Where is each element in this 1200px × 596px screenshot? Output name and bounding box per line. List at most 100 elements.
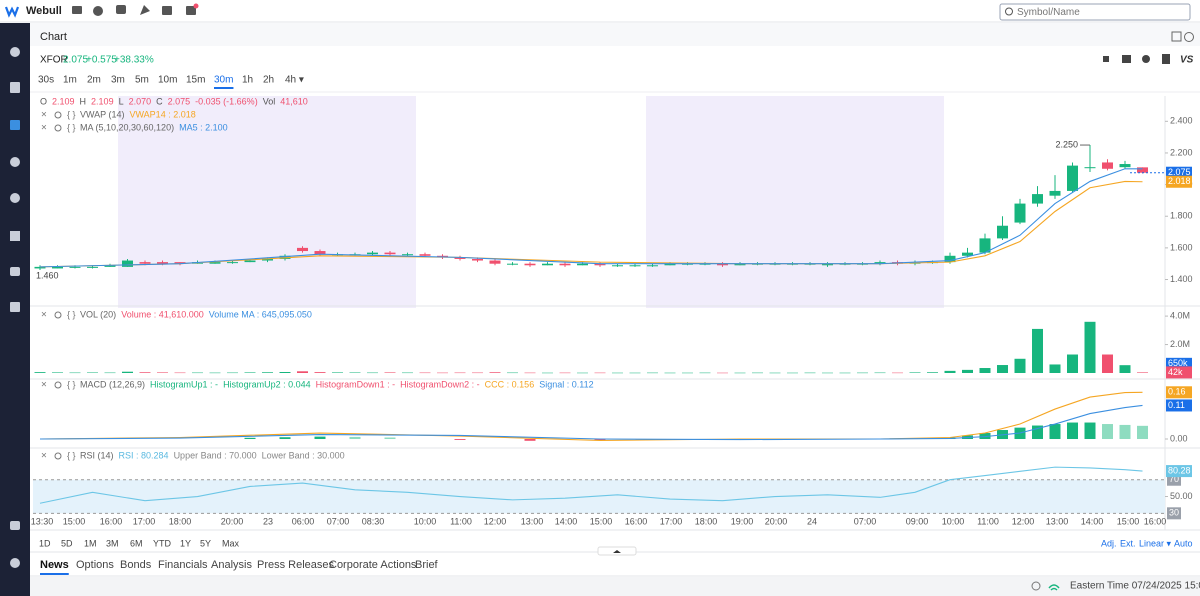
candle-body	[542, 263, 553, 266]
histogram-bar	[1084, 422, 1096, 440]
search-icon	[1005, 7, 1013, 16]
legend-text: MA5 : 2.100	[179, 122, 228, 132]
range-btn[interactable]: 1Y	[180, 538, 191, 548]
mail-icon[interactable]	[72, 6, 82, 14]
panel-btn[interactable]	[1171, 31, 1182, 42]
volume-bar	[507, 372, 518, 374]
tool[interactable]	[1162, 54, 1170, 64]
tab[interactable]: Press Releases	[257, 559, 335, 571]
timeframe[interactable]: 1m	[63, 75, 77, 86]
candle-body	[104, 265, 116, 267]
nav-icon[interactable]	[10, 231, 20, 241]
range-option[interactable]: Auto	[1174, 538, 1193, 548]
nav-icon[interactable]	[10, 193, 20, 203]
range-btn[interactable]: 1D	[39, 538, 51, 548]
eye-icon[interactable]	[54, 381, 62, 389]
vs-btn[interactable]: VS	[1180, 55, 1194, 66]
range-option[interactable]: Ext.	[1120, 538, 1136, 548]
nav-icon[interactable]	[10, 82, 20, 93]
nav-icon[interactable]	[10, 521, 20, 530]
nav-icon[interactable]	[10, 558, 20, 568]
tab[interactable]: Options	[76, 559, 114, 571]
range-option[interactable]: Linear ▾	[1139, 538, 1172, 548]
candle-body	[594, 263, 606, 266]
volume-bar	[297, 371, 308, 373]
eye-icon[interactable]	[54, 124, 62, 132]
range-btn[interactable]: 5D	[61, 538, 73, 548]
x-tick-label: 17:00	[660, 516, 683, 526]
timeframe-underline	[214, 87, 234, 89]
tab[interactable]: Financials	[158, 559, 208, 571]
range-btn[interactable]: Max	[222, 538, 240, 548]
eye-icon[interactable]	[54, 311, 62, 319]
legend-text: 2.075	[168, 96, 191, 106]
candle-body	[577, 263, 588, 266]
brace-icon[interactable]: { }	[67, 109, 76, 119]
nav-icon[interactable]	[10, 302, 20, 312]
brace-icon[interactable]: { }	[67, 309, 76, 319]
timeframe[interactable]: 1h	[242, 75, 253, 86]
range-btn[interactable]: YTD	[153, 538, 172, 548]
news-icon[interactable]	[116, 5, 126, 14]
tab[interactable]: Brief	[415, 559, 439, 571]
status-text: Eastern Time 07/24/2025 15:02:25	[1070, 581, 1200, 592]
range-btn[interactable]: 3M	[106, 538, 119, 548]
gauge-icon[interactable]	[93, 6, 103, 16]
nav-icon-active[interactable]	[10, 120, 20, 130]
broadcast-icon[interactable]	[140, 5, 150, 15]
close-icon[interactable]: ×	[41, 451, 47, 462]
range-option[interactable]: Adj.	[1101, 538, 1117, 548]
timeframe[interactable]: 2m	[87, 75, 101, 86]
brace-icon[interactable]: { }	[67, 122, 76, 132]
range-btn[interactable]: 1M	[84, 538, 97, 548]
nav-icon[interactable]	[10, 267, 20, 276]
x-tick-label: 12:00	[1012, 516, 1035, 526]
volume-bar	[1102, 354, 1113, 373]
timeframe[interactable]: 15m	[186, 75, 205, 86]
volume-bar	[647, 372, 658, 374]
msg-icon[interactable]	[186, 6, 196, 15]
tab[interactable]: News	[40, 559, 69, 571]
tab[interactable]: Corporate Actions	[329, 559, 417, 571]
nav-icon[interactable]	[10, 157, 20, 167]
volume-bar	[419, 372, 431, 374]
candle-body	[122, 260, 133, 267]
value-box	[1166, 386, 1192, 399]
tab[interactable]: Bonds	[120, 559, 152, 571]
close-icon[interactable]: ×	[41, 110, 47, 121]
tool[interactable]	[1142, 55, 1150, 63]
panel-btn[interactable]	[1184, 32, 1194, 42]
timeframe[interactable]: 10m	[158, 75, 177, 86]
histogram-bar	[1102, 424, 1113, 440]
brace-icon[interactable]: { }	[67, 450, 76, 460]
brace-icon[interactable]: { }	[67, 379, 76, 389]
close-icon[interactable]: ×	[41, 380, 47, 391]
timeframe[interactable]: 4h ▾	[285, 75, 304, 86]
timeframe[interactable]: 3m	[111, 75, 125, 86]
timeframe[interactable]: 30m	[214, 75, 233, 86]
candle-body	[1032, 194, 1043, 204]
volume-bar	[577, 372, 588, 374]
price: 2.075	[63, 55, 88, 66]
legend-text: HistogramDown2 : -	[400, 379, 480, 389]
volume-bar	[472, 372, 483, 374]
close-icon[interactable]: ×	[41, 123, 47, 134]
tool[interactable]	[1103, 56, 1109, 62]
nav-icon[interactable]	[10, 47, 20, 57]
value-box	[1166, 166, 1192, 179]
close-icon[interactable]: ×	[41, 310, 47, 321]
candle-body	[1137, 167, 1148, 173]
video-icon[interactable]	[162, 6, 172, 15]
timeframe[interactable]: 5m	[135, 75, 149, 86]
eye-icon[interactable]	[54, 111, 62, 119]
tab[interactable]: Analysis	[211, 559, 252, 571]
refresh-icon[interactable]	[1031, 581, 1041, 591]
tool[interactable]	[1122, 55, 1131, 63]
volume-bar	[629, 372, 641, 374]
range-btn[interactable]: 6M	[130, 538, 143, 548]
timeframe[interactable]: 2h	[263, 75, 274, 86]
range-btn[interactable]: 5Y	[200, 538, 211, 548]
eye-icon[interactable]	[54, 452, 62, 460]
search-box[interactable]	[999, 3, 1191, 21]
timeframe[interactable]: 30s	[38, 75, 54, 86]
